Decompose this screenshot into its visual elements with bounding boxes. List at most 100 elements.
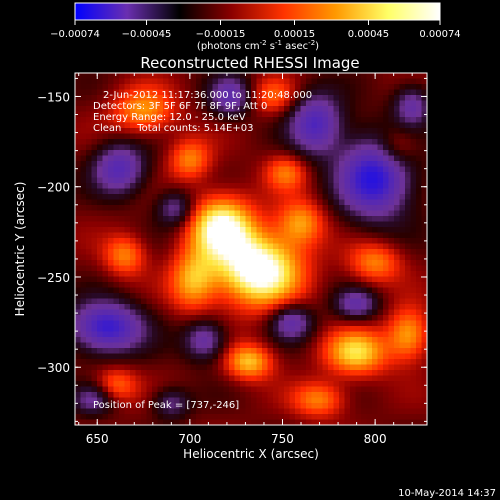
heatmap-cell <box>300 287 307 294</box>
heatmap-cell <box>113 177 120 184</box>
heatmap-cell <box>306 419 312 426</box>
heatmap-cell <box>113 128 120 134</box>
heatmap-cell <box>223 331 230 338</box>
heatmap-cell <box>339 89 345 96</box>
heatmap-cell <box>399 414 406 420</box>
heatmap-cell <box>267 276 274 283</box>
heatmap-cell <box>388 78 395 85</box>
heatmap-cell <box>119 386 125 393</box>
heatmap-cell <box>229 106 235 112</box>
heatmap-cell <box>113 271 120 277</box>
heatmap-cell <box>245 370 252 376</box>
heatmap-cell <box>377 183 384 189</box>
heatmap-cell <box>146 144 153 151</box>
heatmap-cell <box>322 331 329 338</box>
heatmap-cell <box>251 276 257 283</box>
heatmap-cell <box>421 84 428 90</box>
heatmap-cell <box>218 392 224 398</box>
heatmap-cell <box>179 95 186 101</box>
heatmap-cell <box>212 287 219 294</box>
heatmap-cell <box>157 221 164 228</box>
heatmap-cell <box>124 254 131 261</box>
heatmap-cell <box>328 106 334 112</box>
heatmap-cell <box>113 260 120 266</box>
heatmap-cell <box>245 84 252 90</box>
heatmap-cell <box>410 315 417 321</box>
heatmap-cell <box>328 276 334 283</box>
heatmap-cell <box>416 298 422 305</box>
heatmap-cell <box>174 375 180 382</box>
heatmap-cell <box>372 337 378 343</box>
heatmap-cell <box>383 199 389 206</box>
heatmap-cell <box>273 331 279 338</box>
heatmap-cell <box>383 128 389 134</box>
heatmap-cell <box>124 210 131 217</box>
heatmap-cell <box>333 106 340 112</box>
heatmap-cell <box>311 144 318 151</box>
heatmap-cell <box>322 111 329 118</box>
heatmap-cell <box>388 298 395 305</box>
heatmap-cell <box>75 150 81 156</box>
heatmap-cell <box>410 172 417 178</box>
heatmap-cell <box>240 199 246 206</box>
heatmap-cell <box>201 320 208 327</box>
heatmap-cell <box>80 144 87 151</box>
heatmap-cell <box>163 84 169 90</box>
heatmap-cell <box>119 282 125 288</box>
heatmap-cell <box>119 298 125 305</box>
heatmap-cell <box>240 282 246 288</box>
heatmap-cell <box>267 282 274 288</box>
heatmap-cell <box>234 408 241 415</box>
heatmap-cell <box>157 205 164 211</box>
heatmap-cell <box>339 386 345 393</box>
heatmap-cell <box>240 111 246 118</box>
heatmap-cell <box>311 304 318 310</box>
heatmap-cell <box>75 177 81 184</box>
heatmap-cell <box>383 408 389 415</box>
heatmap-cell <box>179 216 186 222</box>
heatmap-cell <box>262 133 268 140</box>
heatmap-cell <box>201 199 208 206</box>
heatmap-cell <box>91 392 98 398</box>
heatmap-cell <box>355 315 362 321</box>
heatmap-cell <box>124 331 131 338</box>
heatmap-cell <box>295 364 301 371</box>
heatmap-cell <box>201 403 208 409</box>
heatmap-cell <box>339 172 345 178</box>
heatmap-cell <box>91 419 98 426</box>
heatmap-cell <box>278 111 285 118</box>
heatmap-cell <box>295 276 301 283</box>
heatmap-cell <box>141 304 147 310</box>
heatmap-cell <box>377 122 384 129</box>
heatmap-cell <box>421 117 428 123</box>
heatmap-cell <box>212 205 219 211</box>
heatmap-cell <box>212 161 219 167</box>
heatmap-cell <box>240 144 246 151</box>
heatmap-cell <box>185 392 191 398</box>
heatmap-cell <box>306 342 312 349</box>
heatmap-cell <box>185 408 191 415</box>
heatmap-cell <box>157 408 164 415</box>
heatmap-cell <box>256 320 263 327</box>
heatmap-cell <box>295 375 301 382</box>
heatmap-cell <box>201 183 208 189</box>
heatmap-cell <box>108 392 114 398</box>
heatmap-cell <box>322 243 329 250</box>
heatmap-cell <box>201 397 208 404</box>
heatmap-cell <box>75 276 81 283</box>
heatmap-cell <box>146 304 153 310</box>
heatmap-cell <box>344 375 351 382</box>
heatmap-cell <box>300 89 307 96</box>
heatmap-cell <box>207 139 213 145</box>
heatmap-cell <box>295 73 301 79</box>
heatmap-cell <box>146 221 153 228</box>
heatmap-cell <box>141 419 147 426</box>
heatmap-cell <box>163 133 169 140</box>
heatmap-cell <box>152 232 158 239</box>
heatmap-cell <box>306 408 312 415</box>
heatmap-cell <box>383 243 389 250</box>
heatmap-cell <box>102 238 109 244</box>
heatmap-cell <box>174 320 180 327</box>
heatmap-cell <box>394 122 400 129</box>
heatmap-cell <box>256 353 263 360</box>
